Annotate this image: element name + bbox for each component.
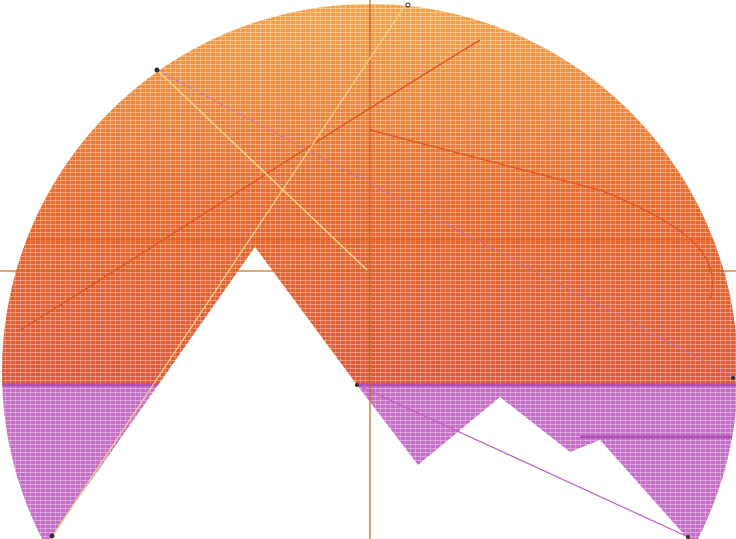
curve bbox=[369, 129, 714, 301]
vertex bbox=[154, 67, 160, 73]
vertex bbox=[49, 533, 55, 539]
mountains bbox=[50, 247, 688, 539]
vertex bbox=[731, 376, 735, 380]
ray bbox=[51, 3, 407, 538]
vertex bbox=[686, 535, 690, 539]
ridge-line bbox=[356, 384, 689, 538]
ray bbox=[156, 69, 368, 271]
vertex bbox=[405, 2, 411, 8]
diagonal bbox=[156, 69, 736, 379]
vertex bbox=[355, 383, 359, 387]
curve bbox=[19, 39, 481, 331]
